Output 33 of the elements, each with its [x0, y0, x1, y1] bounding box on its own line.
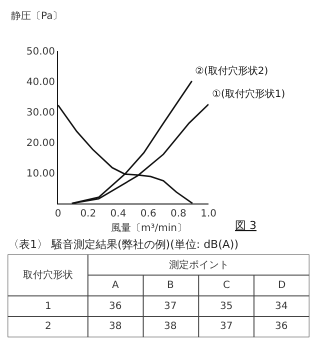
x-tick-label: 0.4: [110, 208, 126, 220]
x-tick-label: D: [278, 280, 286, 291]
y-tick-label: 40.00: [26, 76, 56, 88]
y-tick-label: 1: [45, 301, 52, 312]
y-tick-label: 30.00: [26, 107, 56, 118]
data-label: 37: [164, 301, 177, 312]
series-label: ①(取付穴形状1): [212, 88, 286, 100]
data-label: 36: [275, 321, 288, 332]
y-axis-title: 静圧〔Pa〕: [11, 10, 63, 22]
y-axis-title: 取付穴形状: [23, 269, 73, 281]
x-tick-label: C: [223, 280, 230, 291]
data-label: 37: [220, 321, 233, 332]
y-tick-label: 20.00: [26, 138, 56, 149]
chart-title: 〈表1〉 騒音測定結果(弊社の例)(単位: dB(A)): [8, 238, 239, 251]
data-label: 38: [109, 321, 122, 332]
x-axis-title: 風量〔m³/min〕: [111, 222, 187, 234]
data-label: 38: [164, 321, 177, 332]
data-label: 34: [275, 301, 288, 312]
x-axis-title: 測定ポイント: [169, 259, 229, 271]
x-tick-label: 0.8: [170, 208, 186, 220]
x-tick-label: A: [112, 280, 119, 291]
y-tick-label: 2: [45, 321, 52, 332]
x-tick-label: 0.6: [140, 208, 156, 220]
x-tick-label: B: [167, 280, 174, 291]
x-tick-label: 0.2: [80, 208, 96, 220]
y-tick-label: 50.00: [26, 46, 56, 58]
y-tick-label: 10.00: [26, 168, 56, 180]
x-tick-label: 0: [54, 208, 62, 220]
series-label: ②(取付穴形状2): [195, 65, 268, 77]
caption: 図 3: [235, 219, 256, 232]
data-label: 35: [220, 301, 233, 312]
x-tick-label: 1.0: [200, 208, 217, 220]
data-label: 36: [109, 301, 122, 312]
